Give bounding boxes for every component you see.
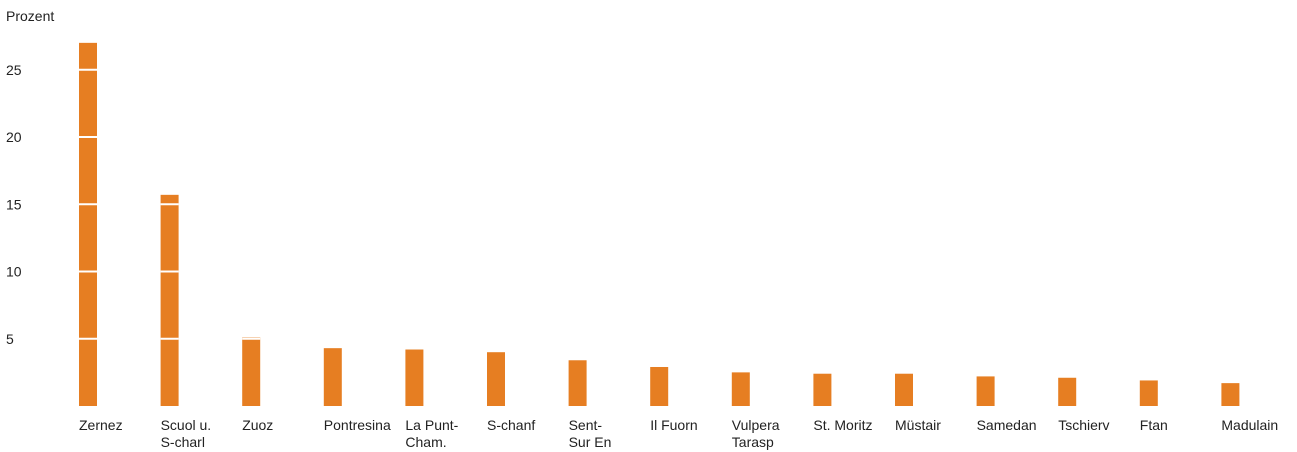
bar: [895, 373, 913, 406]
bar: [813, 373, 832, 406]
x-tick-label-line: Scuol u.: [161, 417, 212, 433]
x-tick-label-line: Cham.: [405, 434, 446, 450]
x-tick-label-line: Zernez: [79, 417, 123, 433]
y-tick-labels: 5 10 15 20 25: [6, 62, 22, 347]
x-tick-label: S-chanf: [487, 417, 535, 433]
y-axis-label: Prozent: [6, 8, 54, 24]
x-tick-label: Il Fuorn: [650, 417, 697, 433]
x-tick-label-line: St. Moritz: [813, 417, 872, 433]
y-tick-label: 15: [6, 196, 22, 212]
bar: [487, 352, 505, 406]
x-tick-label: Sent-Sur En: [569, 417, 612, 450]
bars: [79, 42, 1240, 406]
x-tick-label-line: Sur En: [569, 434, 612, 450]
bar: [731, 372, 750, 406]
x-tick-label-line: S-charl: [161, 434, 205, 450]
x-tick-label: Madulain: [1221, 417, 1278, 433]
category-labels: Zernez Scuol u. S-charl Zuoz Pontresina La Pu…: [79, 417, 1278, 450]
bar: [650, 366, 669, 406]
x-tick-label: Zernez: [79, 417, 123, 433]
x-tick-label: Vulpera Tarasp: [732, 417, 780, 450]
bar: [1139, 380, 1158, 406]
x-tick-label: Zuoz: [242, 417, 273, 433]
x-tick-label-line: Samedan: [977, 417, 1037, 433]
y-tick-label: 20: [6, 129, 22, 145]
y-tick-label: 5: [6, 331, 14, 347]
x-tick-label-line: Müstair: [895, 417, 941, 433]
x-tick-label-line: Ftan: [1140, 417, 1168, 433]
x-tick-label-line: Sent-: [569, 417, 603, 433]
bar: [976, 376, 995, 406]
x-tick-label: Scuol u. S-charl: [161, 417, 212, 450]
x-tick-label-line: Zuoz: [242, 417, 273, 433]
bar: [568, 360, 587, 406]
bar: [323, 348, 342, 406]
x-tick-label-line: Tarasp: [732, 434, 774, 450]
bar: [1221, 383, 1240, 406]
x-tick-label-line: S-chanf: [487, 417, 535, 433]
x-tick-label: St. Moritz: [813, 417, 872, 433]
x-tick-label: La Punt-Cham.: [405, 417, 458, 450]
x-tick-label: Pontresina: [324, 417, 391, 433]
x-tick-label-line: Pontresina: [324, 417, 391, 433]
x-tick-label: Tschierv: [1058, 417, 1109, 433]
x-tick-label-line: Tschierv: [1058, 417, 1109, 433]
x-tick-label-line: La Punt-: [405, 417, 458, 433]
bar: [405, 349, 424, 406]
bar: [1058, 377, 1077, 406]
bar: [242, 337, 261, 406]
x-tick-label-line: Madulain: [1221, 417, 1278, 433]
y-tick-label: 10: [6, 264, 22, 280]
x-tick-label: Ftan: [1140, 417, 1168, 433]
y-tick-label: 25: [6, 62, 22, 78]
bar: [79, 42, 97, 406]
x-tick-label: Müstair: [895, 417, 941, 433]
x-tick-label-line: Vulpera: [732, 417, 780, 433]
x-tick-label: Samedan: [977, 417, 1037, 433]
x-tick-label-line: Il Fuorn: [650, 417, 697, 433]
bar: [160, 194, 179, 406]
